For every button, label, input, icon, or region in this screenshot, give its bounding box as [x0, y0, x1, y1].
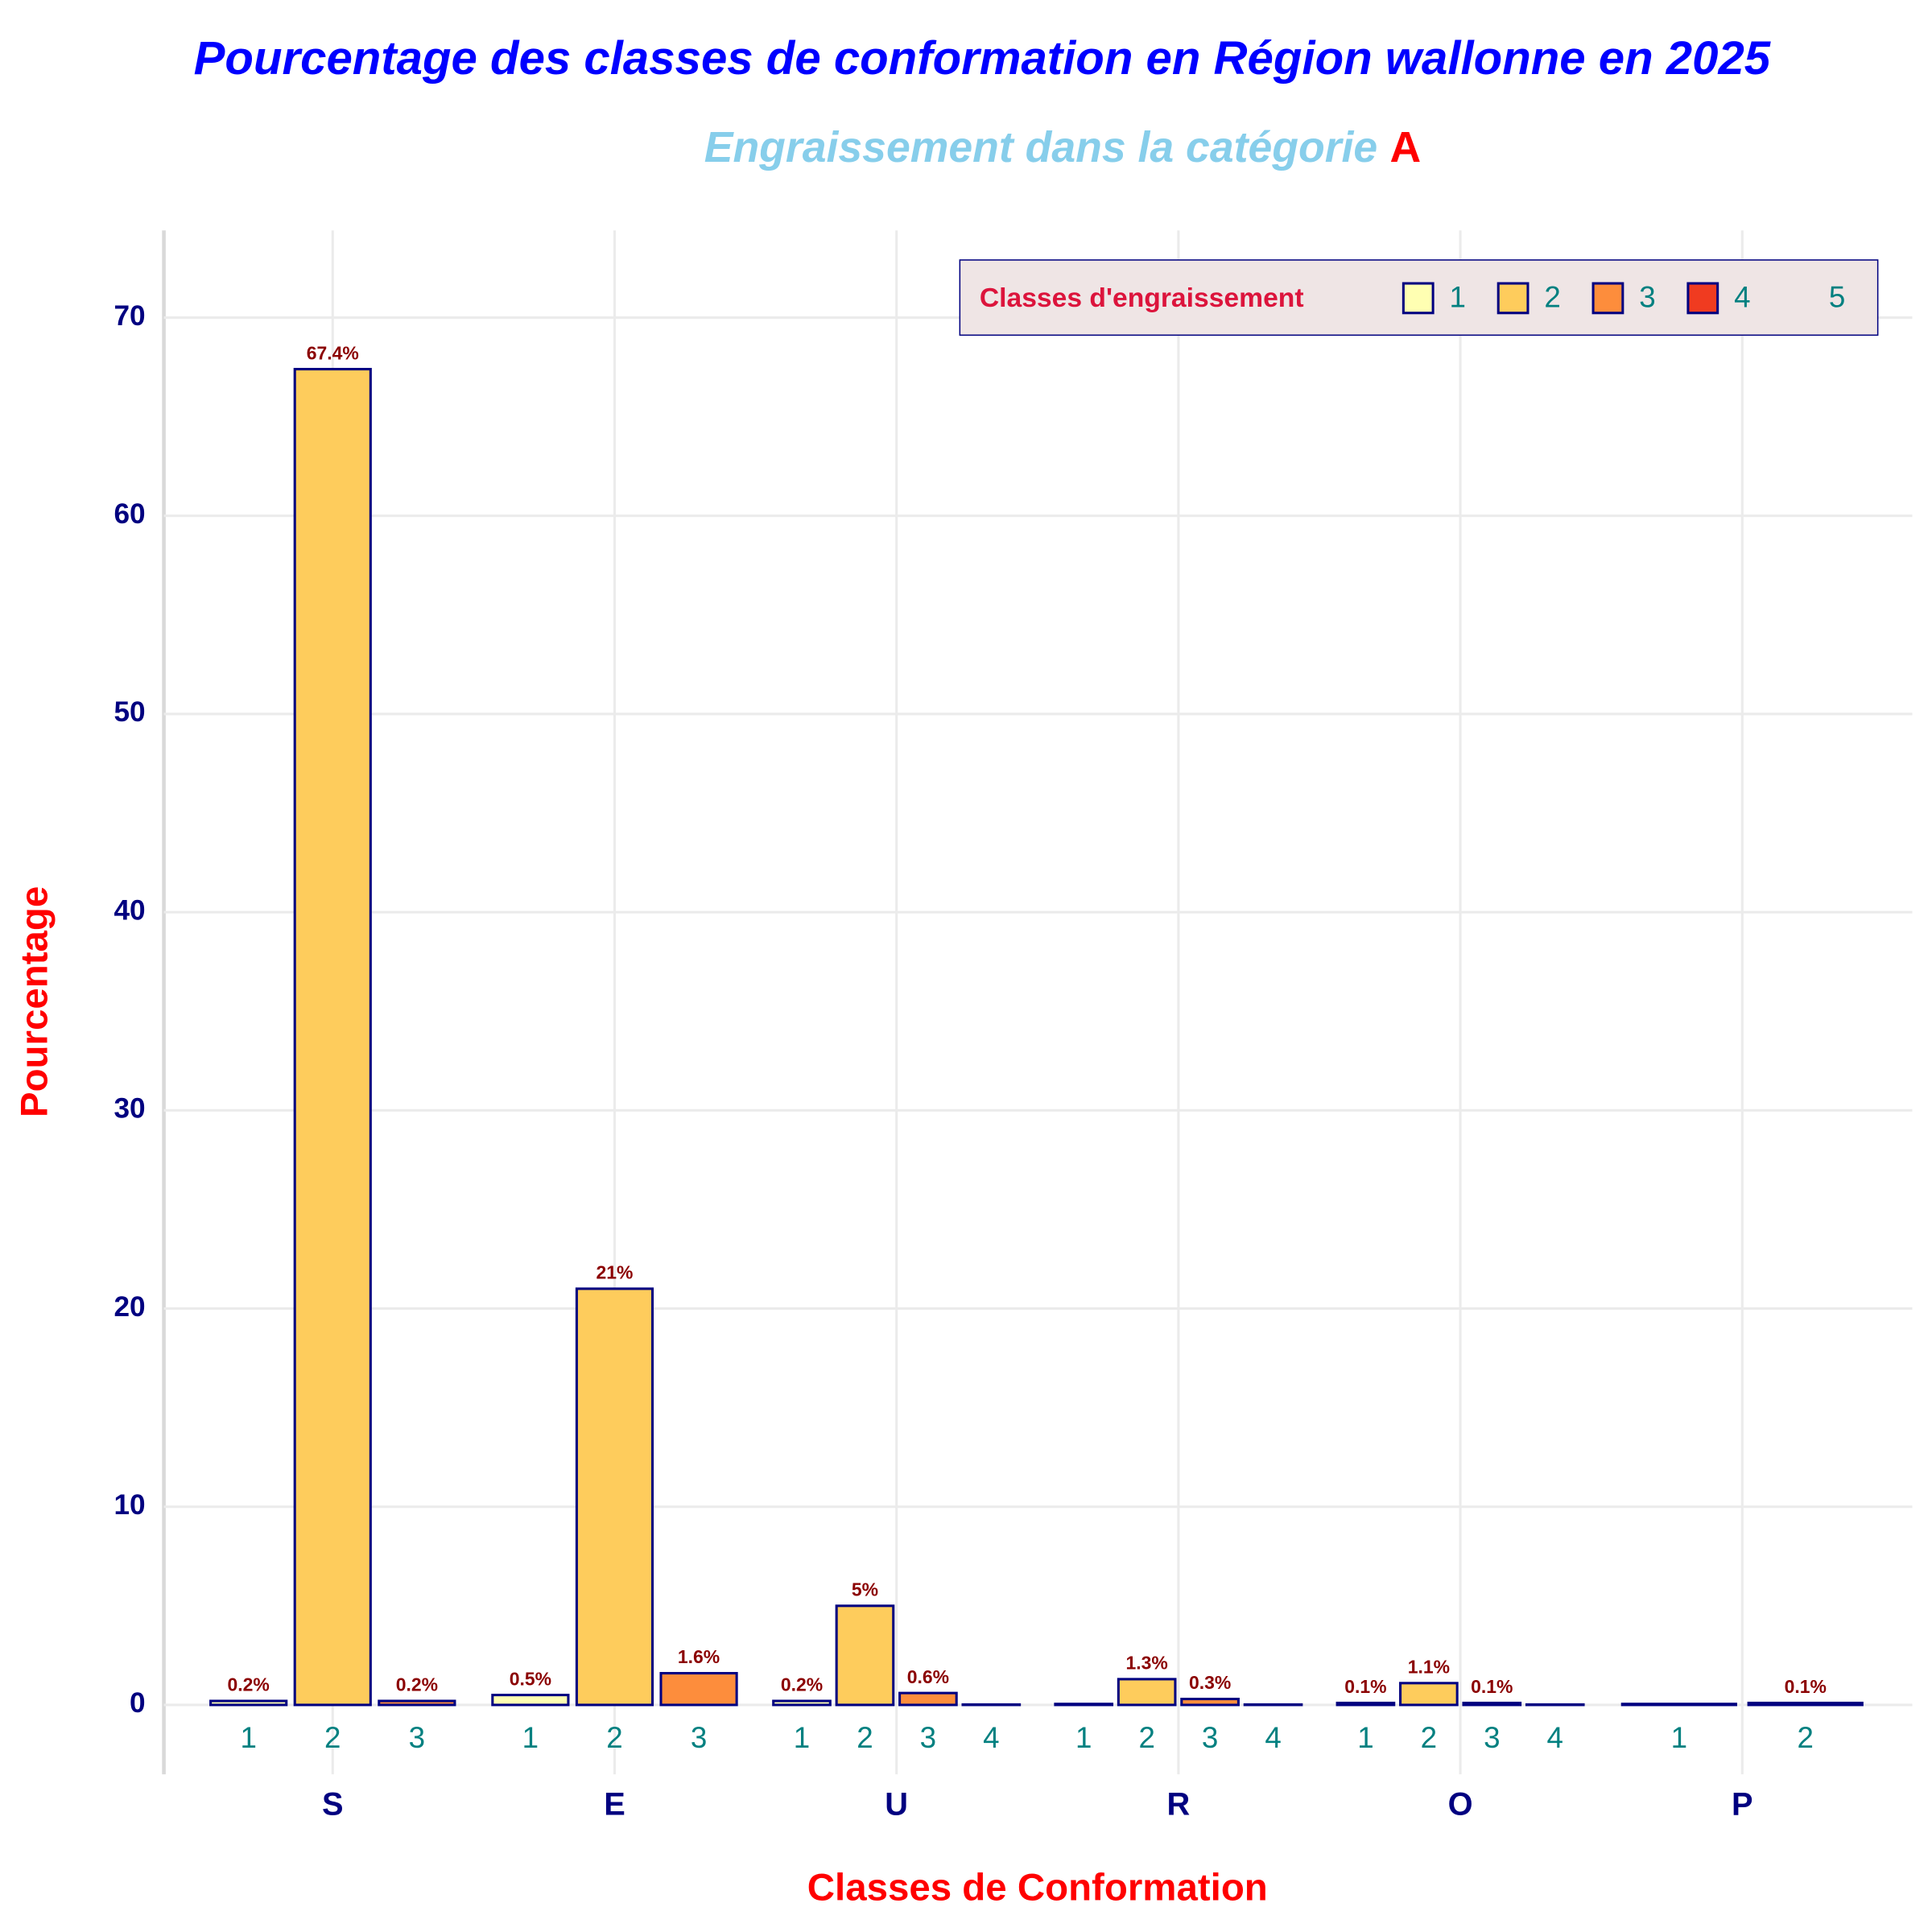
group-label: O	[1448, 1786, 1473, 1822]
y-tick-label: 20	[114, 1291, 145, 1323]
data-label: 0.2%	[396, 1674, 438, 1695]
subtitle-highlight: A	[1390, 124, 1422, 171]
group-label: R	[1167, 1786, 1191, 1822]
chart-title: Pourcentage des classes de conformation …	[194, 32, 1772, 85]
legend-label: 1	[1450, 281, 1466, 314]
x-tick-label: 3	[1202, 1721, 1218, 1754]
bar	[378, 1699, 456, 1707]
x-tick-label: 3	[691, 1721, 707, 1754]
y-tick-label: 70	[114, 300, 145, 332]
legend-key	[1496, 282, 1530, 315]
x-tick-label: 2	[1798, 1721, 1814, 1754]
x-tick-label: 4	[983, 1721, 999, 1754]
x-tick-label: 1	[1075, 1721, 1092, 1754]
group-label: U	[885, 1786, 908, 1822]
data-label: 1.6%	[678, 1646, 720, 1667]
bar	[772, 1699, 832, 1707]
legend-title: Classes d'engraissement	[980, 283, 1304, 313]
x-tick-label: 2	[606, 1721, 622, 1754]
x-tick-label: 2	[857, 1721, 873, 1754]
x-tick-label: 4	[1265, 1721, 1281, 1754]
group-label: S	[322, 1786, 344, 1822]
legend-key	[1591, 282, 1624, 315]
bar	[1117, 1678, 1177, 1707]
data-label: 0.5%	[510, 1668, 551, 1689]
group-label: P	[1732, 1786, 1753, 1822]
x-tick-label: 3	[920, 1721, 936, 1754]
x-tick-label: 3	[409, 1721, 425, 1754]
data-label: 1.1%	[1408, 1657, 1450, 1678]
legend-key	[1686, 282, 1719, 315]
data-label: 21%	[597, 1262, 634, 1283]
chart-subtitle: Engraissement dans la catégorie	[704, 124, 1378, 171]
data-label: 0.1%	[1471, 1676, 1513, 1697]
data-label: 0.2%	[228, 1674, 270, 1695]
legend-label: 2	[1544, 281, 1560, 314]
x-axis-title: Classes de Conformation	[807, 1866, 1268, 1909]
x-tick-label: 1	[1671, 1721, 1687, 1754]
bar	[835, 1604, 895, 1707]
bar	[1462, 1701, 1522, 1707]
data-label: 5%	[852, 1579, 878, 1600]
y-axis-title: Pourcentage	[13, 886, 56, 1117]
x-tick-label: 1	[240, 1721, 256, 1754]
x-tick-label: 1	[1357, 1721, 1373, 1754]
data-label: 0.2%	[781, 1674, 823, 1695]
x-tick-label: 2	[1421, 1721, 1437, 1754]
y-tick-label: 30	[114, 1093, 145, 1125]
bar	[1747, 1701, 1864, 1707]
bar	[1399, 1682, 1459, 1707]
bar	[1054, 1703, 1114, 1707]
bar	[1335, 1701, 1396, 1707]
y-tick-label: 10	[114, 1489, 145, 1521]
x-tick-label: 1	[522, 1721, 539, 1754]
x-tick-label: 1	[794, 1721, 810, 1754]
x-tick-label: 3	[1484, 1721, 1500, 1754]
x-tick-label: 2	[324, 1721, 341, 1754]
group-label: E	[604, 1786, 625, 1822]
y-tick-label: 50	[114, 696, 145, 728]
bar	[1180, 1697, 1240, 1707]
y-tick-label: 40	[114, 894, 145, 926]
bar	[491, 1694, 570, 1707]
data-label: 67.4%	[307, 342, 359, 363]
y-tick-label: 60	[114, 498, 145, 530]
data-label: 0.3%	[1189, 1672, 1231, 1693]
legend-label: 5	[1829, 281, 1845, 314]
bar	[898, 1691, 958, 1707]
y-tick-label: 0	[130, 1687, 146, 1719]
bar	[293, 368, 372, 1707]
bar	[575, 1287, 654, 1707]
legend-label: 4	[1734, 281, 1750, 314]
legend-key	[1402, 282, 1435, 315]
bar	[659, 1671, 738, 1707]
data-label: 0.1%	[1344, 1676, 1386, 1697]
data-label: 0.1%	[1785, 1676, 1827, 1697]
x-tick-label: 2	[1138, 1721, 1154, 1754]
x-tick-label: 4	[1547, 1721, 1563, 1754]
bar	[1620, 1703, 1737, 1707]
bar	[209, 1699, 288, 1707]
data-label: 1.3%	[1126, 1653, 1168, 1674]
data-label: 0.6%	[907, 1666, 949, 1687]
legend-label: 3	[1639, 281, 1655, 314]
